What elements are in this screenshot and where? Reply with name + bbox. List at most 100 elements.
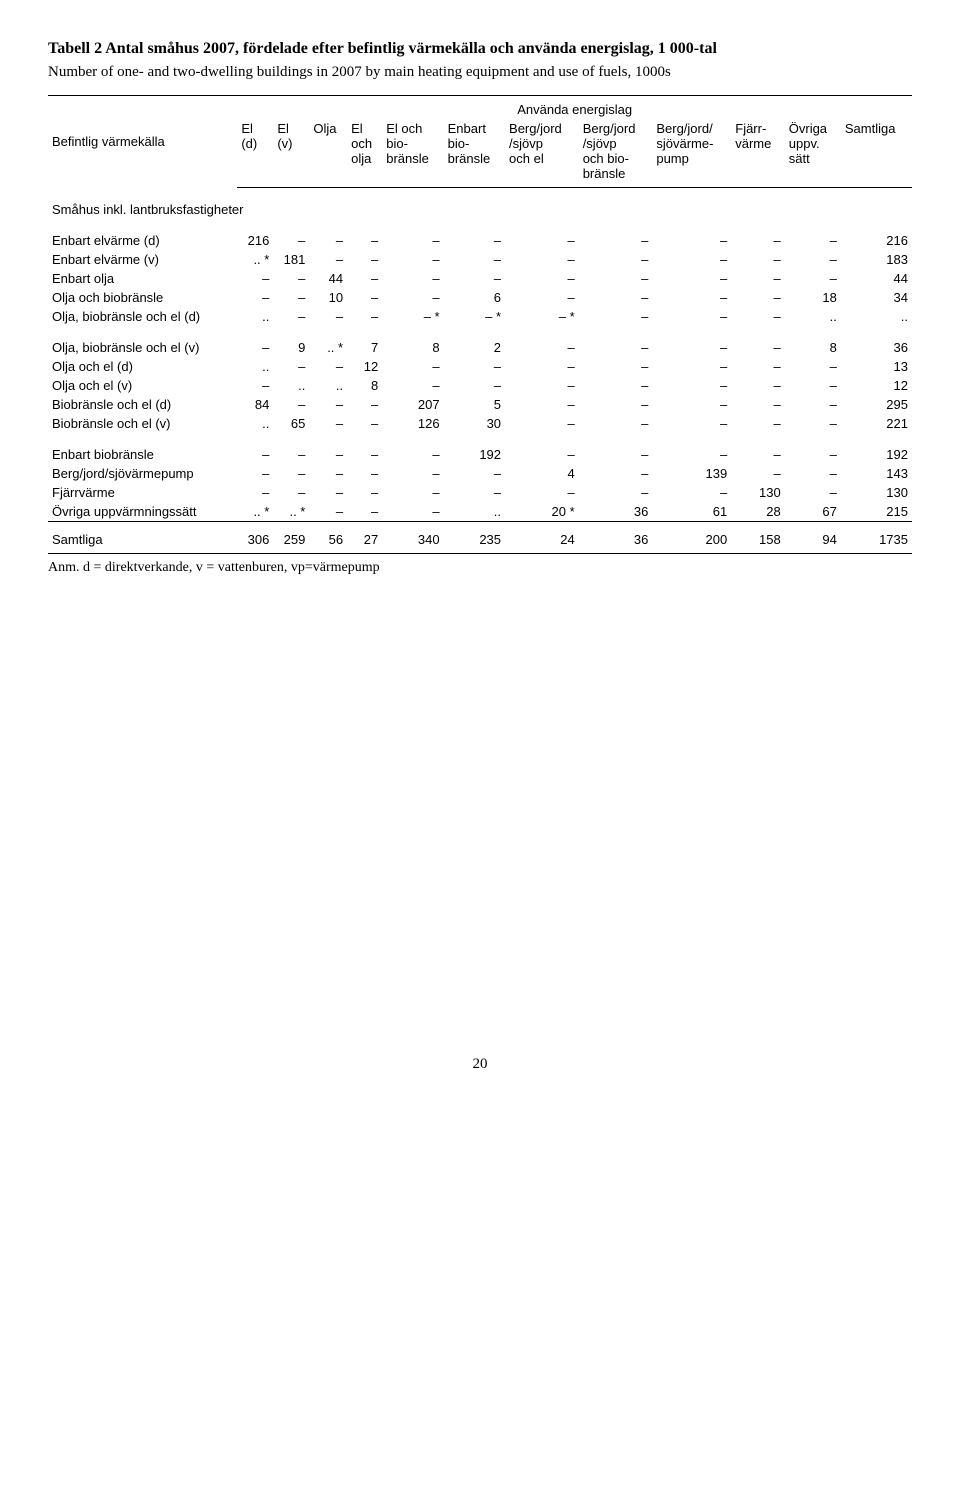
data-cell: – xyxy=(382,231,443,250)
row-label: Olja, biobränsle och el (v) xyxy=(48,326,237,357)
data-cell: – xyxy=(505,231,579,250)
data-cell: – xyxy=(382,464,443,483)
data-cell: – xyxy=(382,376,443,395)
data-cell: .. xyxy=(237,307,273,326)
table-row: Olja och el (d)..––12–––––––13 xyxy=(48,357,912,376)
data-cell: – xyxy=(731,307,785,326)
data-cell: – xyxy=(579,395,653,414)
data-cell: – xyxy=(652,483,731,502)
data-cell: – xyxy=(273,307,309,326)
data-table: Befintlig värmekälla Använda energislag … xyxy=(48,95,912,554)
data-cell: – xyxy=(347,414,382,433)
data-cell: – xyxy=(382,250,443,269)
data-cell: – xyxy=(444,250,505,269)
data-cell: – xyxy=(579,376,653,395)
data-cell: – xyxy=(731,288,785,307)
data-cell: – xyxy=(309,433,347,464)
data-cell: 200 xyxy=(652,522,731,554)
data-cell: – xyxy=(652,433,731,464)
table-row: Biobränsle och el (d)84–––2075–––––295 xyxy=(48,395,912,414)
data-cell: – xyxy=(731,231,785,250)
data-cell: 44 xyxy=(309,269,347,288)
table-row: Olja, biobränsle och el (d)..–––– *– *– … xyxy=(48,307,912,326)
data-cell: 27 xyxy=(347,522,382,554)
data-cell: – * xyxy=(382,307,443,326)
data-cell: – xyxy=(347,288,382,307)
data-cell: 4 xyxy=(505,464,579,483)
data-cell: – xyxy=(382,357,443,376)
data-cell: – xyxy=(579,326,653,357)
data-cell: – xyxy=(273,483,309,502)
data-cell: 36 xyxy=(841,326,912,357)
row-label: Biobränsle och el (v) xyxy=(48,414,237,433)
data-cell: – xyxy=(652,269,731,288)
data-cell: 221 xyxy=(841,414,912,433)
table-row: Fjärrvärme–––––––––130–130 xyxy=(48,483,912,502)
data-cell: 10 xyxy=(309,288,347,307)
data-cell: – xyxy=(505,326,579,357)
data-cell: – xyxy=(309,483,347,502)
data-cell: – xyxy=(652,250,731,269)
data-cell: 207 xyxy=(382,395,443,414)
data-cell: – xyxy=(273,395,309,414)
column-header: Berg/jord/sjövpoch bio-bränsle xyxy=(579,119,653,188)
data-cell: – xyxy=(309,464,347,483)
data-cell: – xyxy=(505,376,579,395)
data-cell: 8 xyxy=(347,376,382,395)
table-row: Berg/jord/sjövärmepump––––––4–139––143 xyxy=(48,464,912,483)
data-cell: – xyxy=(444,376,505,395)
data-cell: – xyxy=(579,250,653,269)
data-cell: – xyxy=(652,414,731,433)
data-cell: 30 xyxy=(444,414,505,433)
data-cell: 36 xyxy=(579,502,653,522)
data-cell: – xyxy=(382,433,443,464)
data-cell: 181 xyxy=(273,250,309,269)
data-cell: – xyxy=(309,250,347,269)
data-cell: – xyxy=(382,502,443,522)
data-cell: 306 xyxy=(237,522,273,554)
data-cell: – xyxy=(731,464,785,483)
table-title: Tabell 2 Antal småhus 2007, fördelade ef… xyxy=(48,40,912,58)
data-cell: – xyxy=(652,307,731,326)
data-cell: – xyxy=(731,376,785,395)
data-cell: – xyxy=(785,231,841,250)
table-row: Övriga uppvärmningssätt.. *.. *–––..20 *… xyxy=(48,502,912,522)
table-row: Olja och biobränsle––10––6––––1834 xyxy=(48,288,912,307)
data-cell: 235 xyxy=(444,522,505,554)
table-row: Enbart biobränsle–––––192–––––192 xyxy=(48,433,912,464)
data-cell: 295 xyxy=(841,395,912,414)
data-cell: 12 xyxy=(841,376,912,395)
data-cell: – xyxy=(785,414,841,433)
data-cell: .. * xyxy=(237,250,273,269)
data-cell: 216 xyxy=(841,231,912,250)
data-cell: – xyxy=(505,433,579,464)
data-cell: .. * xyxy=(273,502,309,522)
data-cell: – xyxy=(309,357,347,376)
row-label: Biobränsle och el (d) xyxy=(48,395,237,414)
data-cell: 215 xyxy=(841,502,912,522)
data-cell: – xyxy=(273,231,309,250)
table-row: Olja, biobränsle och el (v)–9.. *782––––… xyxy=(48,326,912,357)
data-cell: 139 xyxy=(652,464,731,483)
data-cell: – xyxy=(505,250,579,269)
data-cell: 7 xyxy=(347,326,382,357)
table-row: Enbart elvärme (d)216––––––––––216 xyxy=(48,231,912,250)
data-cell: – xyxy=(731,269,785,288)
data-cell: – xyxy=(579,483,653,502)
data-cell: – xyxy=(237,288,273,307)
data-cell: 8 xyxy=(785,326,841,357)
data-cell: – xyxy=(347,250,382,269)
column-header: Elocholja xyxy=(347,119,382,188)
data-cell: 44 xyxy=(841,269,912,288)
data-cell: – xyxy=(309,231,347,250)
data-cell: 126 xyxy=(382,414,443,433)
data-cell: – xyxy=(444,464,505,483)
data-cell: – xyxy=(579,357,653,376)
data-cell: .. xyxy=(785,307,841,326)
data-cell: – xyxy=(309,395,347,414)
data-cell: – xyxy=(347,307,382,326)
table-row: Samtliga30625956273402352436200158941735 xyxy=(48,522,912,554)
data-cell: – xyxy=(505,414,579,433)
data-cell: – xyxy=(382,483,443,502)
data-cell: 192 xyxy=(841,433,912,464)
